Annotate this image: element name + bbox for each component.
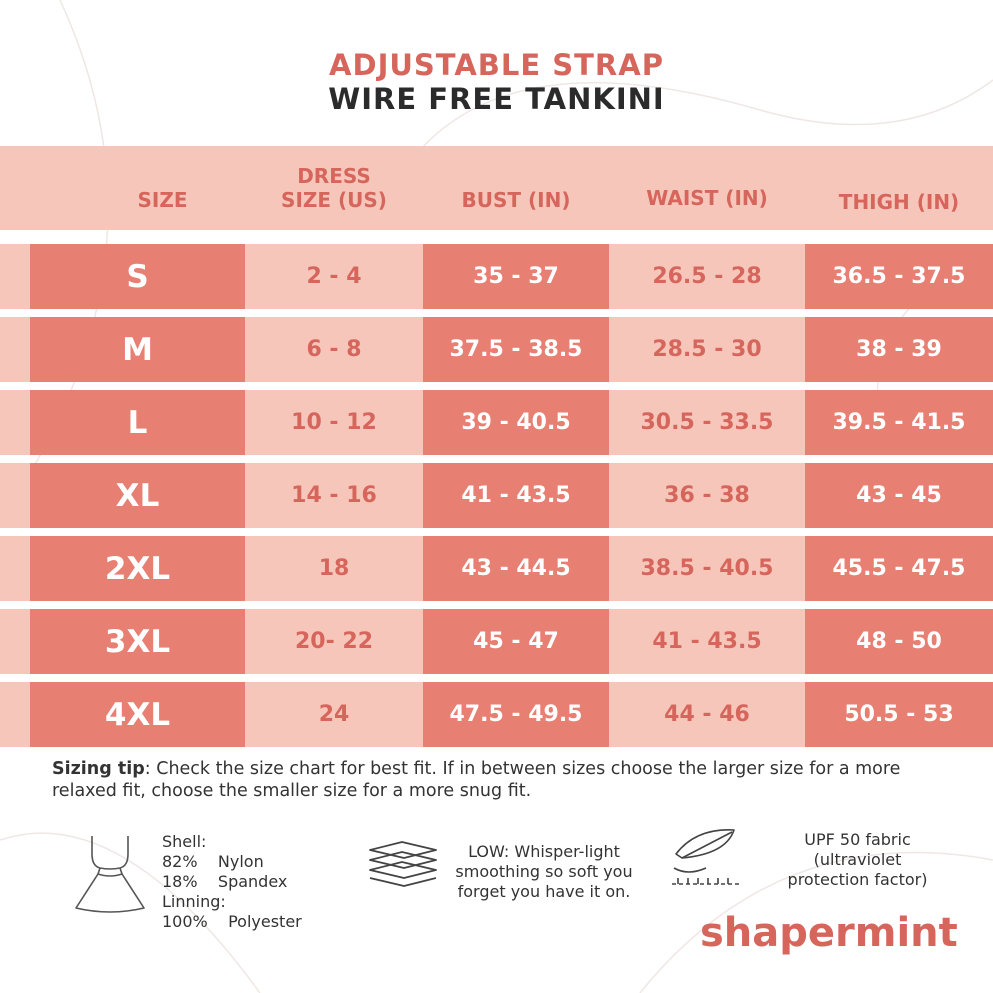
header-thigh: THIGH (IN) (838, 190, 960, 214)
cell-size: XL (30, 463, 245, 528)
cell-thigh: 36.5 - 37.5 (805, 244, 993, 309)
compression-line-3: forget you have it on. (457, 882, 631, 901)
table-row: S 2 - 4 35 - 37 26.5 - 28 36.5 - 37.5 (0, 244, 993, 309)
cell-dress-size: 6 - 8 (245, 317, 423, 382)
header-waist: WAIST (IN) (646, 186, 768, 210)
table-row: XL 14 - 16 41 - 43.5 36 - 38 43 - 45 (0, 463, 993, 528)
upf-info: UPF 50 fabric (ultraviolet protection fa… (770, 830, 945, 890)
compression-info: LOW: Whisper-light smoothing so soft you… (448, 842, 640, 902)
cell-dress-size: 20- 22 (245, 609, 423, 674)
cell-thigh: 45.5 - 47.5 (805, 536, 993, 601)
fabric-line-3: 18% Spandex (162, 872, 288, 891)
cell-waist: 36 - 38 (609, 463, 805, 528)
upf-line-3: protection factor) (787, 870, 928, 889)
cell-thigh: 50.5 - 53 (805, 682, 993, 747)
cell-bust: 45 - 47 (423, 609, 609, 674)
cell-size: S (30, 244, 245, 309)
cell-waist: 44 - 46 (609, 682, 805, 747)
header-bust: BUST (IN) (461, 188, 571, 212)
cell-bust: 41 - 43.5 (423, 463, 609, 528)
sizing-tip-text: : Check the size chart for best fit. If … (52, 759, 901, 801)
fabric-line-5: 100% Polyester (162, 912, 302, 931)
cell-bust: 43 - 44.5 (423, 536, 609, 601)
table-row: 4XL 24 47.5 - 49.5 44 - 46 50.5 - 53 (0, 682, 993, 747)
brand-logo: shapermint (700, 910, 958, 956)
header-size: SIZE (137, 188, 188, 212)
cell-size: 3XL (30, 609, 245, 674)
sizing-tip: Sizing tip: Check the size chart for bes… (52, 758, 952, 802)
cell-waist: 26.5 - 28 (609, 244, 805, 309)
tankini-icon (75, 836, 145, 913)
cell-size: 2XL (30, 536, 245, 601)
cell-bust: 37.5 - 38.5 (423, 317, 609, 382)
table-row: L 10 - 12 39 - 40.5 30.5 - 33.5 39.5 - 4… (0, 390, 993, 455)
cell-thigh: 43 - 45 (805, 463, 993, 528)
cell-size: L (30, 390, 245, 455)
feather-icon (672, 829, 740, 885)
fabric-line-4: Linning: (162, 892, 226, 911)
upf-line-1: UPF 50 fabric (804, 830, 911, 849)
table-row: 3XL 20- 22 45 - 47 41 - 43.5 48 - 50 (0, 609, 993, 674)
cell-dress-size: 18 (245, 536, 423, 601)
layers-icon (369, 841, 437, 887)
cell-thigh: 48 - 50 (805, 609, 993, 674)
cell-thigh: 39.5 - 41.5 (805, 390, 993, 455)
cell-waist: 28.5 - 30 (609, 317, 805, 382)
compression-line-1: LOW: Whisper-light (468, 842, 620, 861)
fabric-line-1: Shell: (162, 832, 207, 851)
cell-waist: 41 - 43.5 (609, 609, 805, 674)
header-dress-size: DRESS SIZE (US) (245, 146, 423, 230)
upf-line-2: (ultraviolet (813, 850, 902, 869)
cell-dress-size: 14 - 16 (245, 463, 423, 528)
cell-size: M (30, 317, 245, 382)
cell-size: 4XL (30, 682, 245, 747)
cell-dress-size: 24 (245, 682, 423, 747)
cell-thigh: 38 - 39 (805, 317, 993, 382)
cell-bust: 47.5 - 49.5 (423, 682, 609, 747)
table-header: SIZE DRESS SIZE (US) BUST (IN) WAIST (IN… (0, 146, 993, 230)
header-dress-line2: SIZE (US) (281, 188, 387, 212)
cell-waist: 30.5 - 33.5 (609, 390, 805, 455)
cell-dress-size: 10 - 12 (245, 390, 423, 455)
cell-dress-size: 2 - 4 (245, 244, 423, 309)
sizing-tip-label: Sizing tip (52, 759, 145, 779)
cell-waist: 38.5 - 40.5 (609, 536, 805, 601)
title-line-2: WIRE FREE TANKINI (328, 82, 665, 116)
header-dress-line1: DRESS (297, 164, 371, 188)
table-row: M 6 - 8 37.5 - 38.5 28.5 - 30 38 - 39 (0, 317, 993, 382)
cell-bust: 35 - 37 (423, 244, 609, 309)
fabric-line-2: 82% Nylon (162, 852, 264, 871)
title-line-1: ADJUSTABLE STRAP (329, 48, 664, 82)
table-row: 2XL 18 43 - 44.5 38.5 - 40.5 45.5 - 47.5 (0, 536, 993, 601)
cell-bust: 39 - 40.5 (423, 390, 609, 455)
compression-line-2: smoothing so soft you (455, 862, 633, 881)
fabric-info: Shell: 82% Nylon 18% Spandex Linning: 10… (162, 832, 302, 932)
